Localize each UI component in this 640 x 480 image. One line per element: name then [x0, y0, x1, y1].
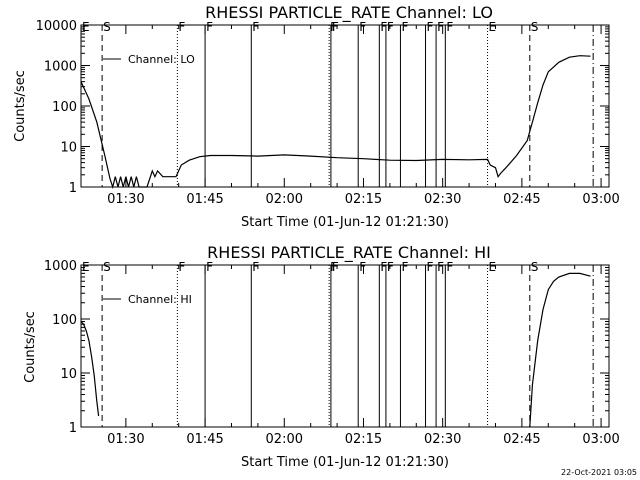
x-tick-label: 01:30: [107, 432, 144, 447]
event-marker-label: F: [252, 20, 259, 34]
y-tick-label: 10: [60, 367, 77, 382]
event-marker-label: E: [489, 260, 497, 274]
event-marker-label: F: [359, 260, 366, 274]
x-tick-label: 01:45: [186, 192, 223, 207]
data-series: [80, 55, 591, 190]
axis-ticks: 01:30 01:45 02:00 02:15 02:30 02:45 03:00 1 10 10…: [36, 19, 620, 207]
y-tick-label: 100: [52, 100, 77, 115]
plot-frame: [80, 24, 610, 188]
x-tick-label: 02:45: [503, 432, 540, 447]
event-marker-label: F: [427, 260, 434, 274]
x-tick-label: 02:45: [503, 192, 540, 207]
plot-frame: [80, 264, 610, 428]
x-tick-label: 02:30: [424, 192, 461, 207]
timestamp-label: 22-Oct-2021 03:05: [561, 468, 637, 477]
panel-lo: RHESSI PARTICLE_RATE Channel: LO Start T…: [13, 3, 620, 230]
event-marker-label: F: [332, 260, 339, 274]
x-tick-label: 02:15: [345, 192, 382, 207]
event-marker-label: F: [437, 20, 444, 34]
y-tick-label: 1000: [44, 259, 77, 274]
event-marker-label: F: [437, 260, 444, 274]
event-marker-label: E: [82, 20, 90, 34]
event-marker-label: S: [103, 20, 111, 34]
chart-title: RHESSI PARTICLE_RATE Channel: HI: [207, 243, 491, 263]
x-tick-label: 02:00: [266, 432, 303, 447]
y-tick-label: 10000: [36, 19, 77, 34]
y-tick-label: 1: [69, 181, 77, 196]
event-marker-label: F: [446, 260, 453, 274]
event-marker-label: E: [82, 260, 90, 274]
event-marker-label: F: [401, 260, 408, 274]
series-line: [80, 321, 100, 417]
y-tick-label: 100: [52, 313, 77, 328]
series-line: [529, 272, 591, 428]
chart-title: RHESSI PARTICLE_RATE Channel: LO: [205, 3, 493, 23]
y-tick-label: 1: [69, 421, 77, 436]
x-axis-label: Start Time (01-Jun-12 01:21:30): [241, 455, 449, 470]
panel-hi: RHESSI PARTICLE_RATE Channel: HI Start T…: [23, 243, 620, 470]
event-marker-label: E: [489, 20, 497, 34]
x-tick-label: 01:45: [186, 432, 223, 447]
event-marker-label: F: [330, 260, 337, 274]
y-axis-label: Counts/sec: [13, 70, 28, 142]
event-marker-label: F: [359, 20, 366, 34]
event-marker-label: F: [252, 260, 259, 274]
y-axis-label: Counts/sec: [23, 311, 38, 383]
event-marker-label: F: [427, 20, 434, 34]
event-marker-label: F: [387, 20, 394, 34]
event-marker-label: S: [531, 260, 539, 274]
event-marker-label: S: [103, 260, 111, 274]
event-marker-label: F: [387, 260, 394, 274]
y-tick-label: 10: [60, 141, 77, 156]
x-axis-label: Start Time (01-Jun-12 01:21:30): [241, 215, 449, 230]
x-tick-label: 02:00: [266, 192, 303, 207]
event-marker-label: F: [380, 20, 387, 34]
event-marker-label: F: [380, 260, 387, 274]
event-marker-label: F: [206, 20, 213, 34]
event-marker-label: F: [178, 20, 185, 34]
x-tick-label: 02:15: [345, 432, 382, 447]
x-tick-label: 03:00: [582, 192, 619, 207]
event-marker-label: F: [178, 260, 185, 274]
event-marker-label: F: [401, 20, 408, 34]
x-tick-label: 01:30: [107, 192, 144, 207]
data-series: [80, 272, 591, 428]
event-marker-label: S: [531, 20, 539, 34]
event-marker-label: F: [330, 20, 337, 34]
event-marker-label: F: [332, 20, 339, 34]
x-tick-label: 02:30: [424, 432, 461, 447]
series-line: [80, 55, 591, 190]
event-marker-label: F: [206, 260, 213, 274]
legend-label: Channel: HI: [128, 293, 192, 306]
x-tick-label: 03:00: [582, 432, 619, 447]
event-marker-label: F: [446, 20, 453, 34]
legend-label: Channel: LO: [128, 53, 195, 66]
y-tick-label: 1000: [44, 60, 77, 75]
